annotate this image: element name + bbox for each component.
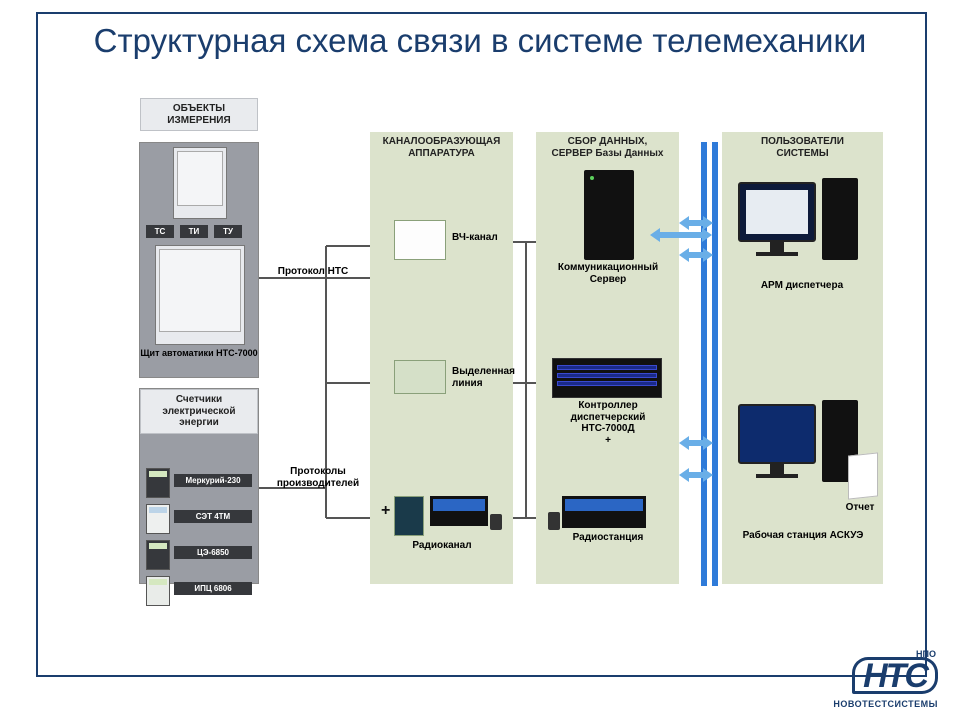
port-ts: ТС: [146, 225, 174, 238]
slide-title: Структурная схема связи в системе телеме…: [0, 20, 960, 61]
meter-2: [146, 504, 170, 534]
panel-cabinet: ТС ТИ ТУ Щит автоматики НТС-7000: [139, 142, 259, 378]
controller-rack: [552, 358, 662, 398]
dispatcher-tower: [822, 178, 858, 260]
server-label-3: Радиостанция: [542, 532, 674, 544]
server-label-2: Контроллер диспетчерский НТС-7000Д +: [542, 400, 674, 446]
radiostation: [562, 496, 646, 528]
col-header-server: СБОР ДАННЫХ, СЕРВЕР Базы Данных: [536, 132, 679, 163]
port-tu: ТУ: [214, 225, 242, 238]
cabinet-upper: [173, 147, 227, 219]
bidir-arrow: [679, 248, 713, 262]
dispatcher-screen: [738, 182, 816, 242]
meter-4: [146, 576, 170, 606]
logo-sup: НПО: [916, 649, 936, 659]
server-label-1: Коммуникационный Сервер: [542, 262, 674, 285]
meter-3: [146, 540, 170, 570]
bidir-arrow: [650, 228, 712, 242]
blue-bar-2: [712, 142, 718, 586]
report-label: Отчет: [836, 502, 884, 514]
meter-4-label: ИПЦ 6806: [174, 582, 252, 595]
radio-module: [430, 496, 488, 526]
proto-nts-label: Протокол НТС: [268, 266, 358, 278]
diagram-stage: ОБЪЕКТЫ ИЗМЕРЕНИЯ КАНАЛООБРАЗУЮЩАЯ АППАР…: [36, 98, 927, 664]
user-label-2: Рабочая станция АСКУЭ: [726, 530, 880, 542]
proto-vendors-label: Протоколы производителей: [268, 466, 368, 489]
blue-bar-1: [701, 142, 707, 586]
bidir-arrow: [679, 436, 713, 450]
logo-main: НТС: [852, 657, 938, 694]
col-header-channel: КАНАЛООБРАЗУЮЩАЯ АППАРАТУРА: [370, 132, 513, 163]
meter-2-label: СЭТ 4ТМ: [174, 510, 252, 523]
chan-label-1: ВЧ-канал: [452, 232, 510, 244]
chan-label-3: Радиоканал: [394, 540, 490, 552]
meter-1: [146, 468, 170, 498]
chan-label-2: Выделенная линия: [452, 366, 514, 389]
logo-sub: НОВОТЕСТСИСТЕМЫ: [833, 699, 938, 709]
panel-meters-header: Счетчики электрической энергии: [140, 389, 258, 434]
panel-meters: Счетчики электрической энергии Меркурий-…: [139, 388, 259, 584]
cabinet-lower: [155, 245, 245, 345]
meter-1-label: Меркурий-230: [174, 474, 252, 487]
col-header-measure: ОБЪЕКТЫ ИЗМЕРЕНИЯ: [140, 98, 258, 131]
report-paper: [848, 452, 878, 499]
comm-server-tower: [584, 170, 634, 260]
user-label-1: АРМ диспетчера: [732, 280, 872, 292]
askue-screen: [738, 404, 816, 464]
cabinet-caption: Щит автоматики НТС-7000: [140, 349, 258, 359]
col-header-users: ПОЛЬЗОВАТЕЛИ СИСТЕМЫ: [722, 132, 883, 163]
meter-3-label: ЦЭ-6850: [174, 546, 252, 559]
port-ti: ТИ: [180, 225, 208, 238]
company-logo: НПО НТС НОВОТЕСТСИСТЕМЫ: [833, 657, 938, 712]
bidir-arrow: [679, 468, 713, 482]
plus-icon: +: [381, 502, 390, 520]
